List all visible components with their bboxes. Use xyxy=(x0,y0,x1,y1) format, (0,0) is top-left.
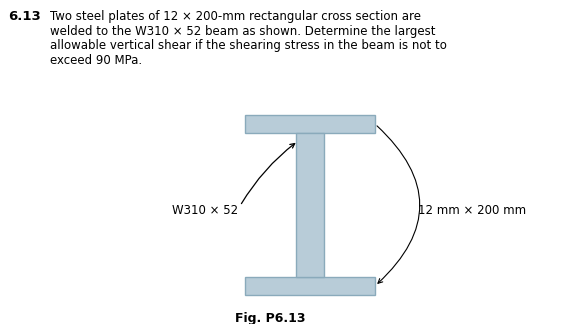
Text: welded to the W310 × 52 beam as shown. Determine the largest: welded to the W310 × 52 beam as shown. D… xyxy=(50,25,436,38)
Bar xyxy=(245,115,375,133)
Text: allowable vertical shear if the shearing stress in the beam is not to: allowable vertical shear if the shearing… xyxy=(50,39,447,52)
Bar xyxy=(296,133,324,277)
Text: 12 mm × 200 mm: 12 mm × 200 mm xyxy=(418,203,526,216)
Text: 6.13: 6.13 xyxy=(8,10,41,23)
Bar xyxy=(245,277,375,295)
Text: Fig. P6.13: Fig. P6.13 xyxy=(235,312,306,324)
Text: exceed 90 MPa.: exceed 90 MPa. xyxy=(50,53,142,66)
Text: Two steel plates of 12 × 200-mm rectangular cross section are: Two steel plates of 12 × 200-mm rectangu… xyxy=(50,10,421,23)
Text: W310 × 52: W310 × 52 xyxy=(172,203,238,216)
